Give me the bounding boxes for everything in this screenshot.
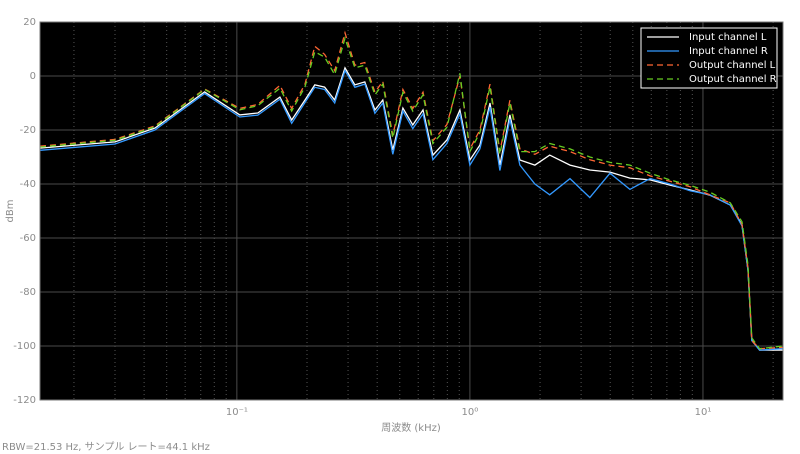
legend-label: Input channel L: [689, 32, 767, 43]
x-tick-label: 10¹: [695, 407, 712, 418]
y-axis-label: dBm: [5, 200, 16, 223]
legend-label: Input channel R: [689, 46, 768, 57]
y-tick-label: -40: [20, 179, 36, 190]
footer: RBW=21.53 Hz, サンプル レート=44.1 kHz: [2, 441, 210, 453]
y-tick-label: 20: [23, 17, 36, 28]
y-tick-label: -60: [20, 233, 36, 244]
y-tick-label: -20: [20, 125, 36, 136]
x-tick-label: 10⁻¹: [226, 407, 248, 418]
legend-label: Output channel L: [689, 60, 776, 71]
axes-frame: [39, 21, 784, 401]
series-line: [39, 69, 783, 351]
y-tick-label: -100: [13, 341, 36, 352]
legend-label: Output channel R: [689, 74, 777, 85]
x-tick-label: 10⁰: [462, 407, 479, 418]
series-line: [39, 30, 783, 350]
legend-box: [640, 27, 778, 89]
y-tick-label: 0: [30, 71, 36, 82]
series-line: [39, 35, 783, 350]
y-tick-label: -120: [13, 395, 36, 406]
y-tick-label: -80: [20, 287, 36, 298]
x-axis-label: 周波数 (kHz): [381, 421, 441, 434]
